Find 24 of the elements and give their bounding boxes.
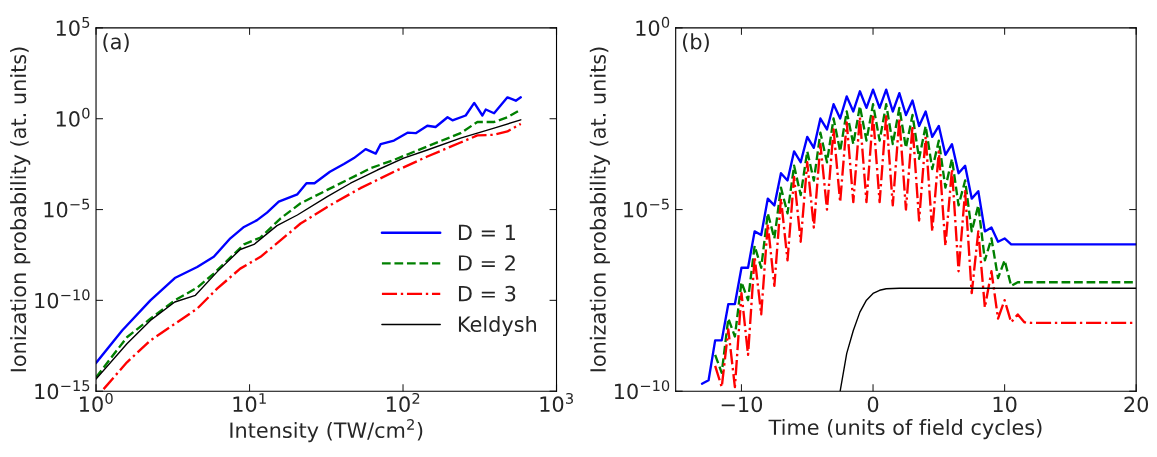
y-tick-label: 10$^{−5}$	[624, 198, 669, 218]
x-tick-label: 10$^{3}$	[540, 392, 573, 413]
legend-label: D = 2	[458, 255, 515, 271]
legend-label: D = 1	[458, 224, 515, 241]
y-axis-title: Ionization probability (at. units)	[10, 47, 31, 372]
x-tick-label: 10$^{1}$	[233, 393, 266, 413]
y-tick-label: 10$^{0}$	[56, 107, 90, 127]
y-axis-title: Ionization probability (at. units)	[589, 47, 610, 372]
annotation: (b)	[683, 33, 709, 52]
annotation: (a)	[103, 33, 129, 52]
x-tick-label: 20	[1124, 396, 1149, 413]
x-axis-title: Intensity (TW/cm$^{2}$)	[230, 418, 423, 443]
legend-label: D = 3	[458, 285, 516, 302]
x-tick-label: 0	[867, 396, 879, 413]
y-tick-label: 10$^{−10}$	[35, 289, 90, 309]
x-tick-label: 10	[993, 396, 1017, 413]
legend-label: Keldysh	[458, 315, 536, 337]
y-tick-label: 10$^{−10}$	[614, 380, 670, 400]
x-axis-title: Time (units of field cycles)	[768, 418, 1042, 440]
y-tick-label: 10$^{5}$	[56, 17, 90, 36]
x-tick-label: −10	[721, 396, 763, 413]
y-tick-label: 10$^{0}$	[636, 16, 670, 36]
y-tick-label: 10$^{−5}$	[44, 198, 90, 218]
x-tick-label: 10$^{2}$	[386, 392, 420, 413]
